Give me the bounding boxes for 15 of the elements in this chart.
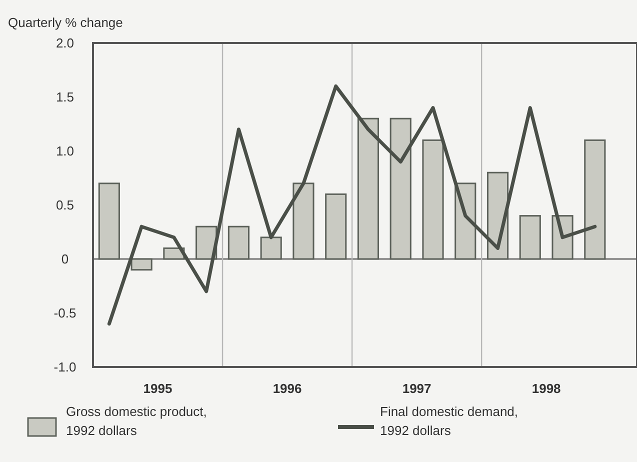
x-tick-label: 1995 xyxy=(143,381,172,396)
x-tick-label: 1998 xyxy=(532,381,561,396)
line-series xyxy=(107,84,597,326)
y-axis-title: Quarterly % change xyxy=(8,15,123,30)
legend-label: Final domestic demand, 1992 dollars xyxy=(380,404,518,438)
x-tick-label: 1997 xyxy=(402,381,432,396)
y-tick-label: 0.5 xyxy=(56,198,74,213)
y-tick-label: -0.5 xyxy=(54,306,76,321)
y-tick-label: 0 xyxy=(61,252,69,267)
y-tick-label: 1.0 xyxy=(56,144,74,159)
y-tick-label: 1.5 xyxy=(56,90,74,105)
x-tick-label: 1996 xyxy=(272,381,302,396)
legend-label: Gross domestic product, 1992 dollars xyxy=(66,404,207,438)
y-tick-label: 2.0 xyxy=(56,36,74,51)
y-tick-label: -1.0 xyxy=(54,360,76,375)
